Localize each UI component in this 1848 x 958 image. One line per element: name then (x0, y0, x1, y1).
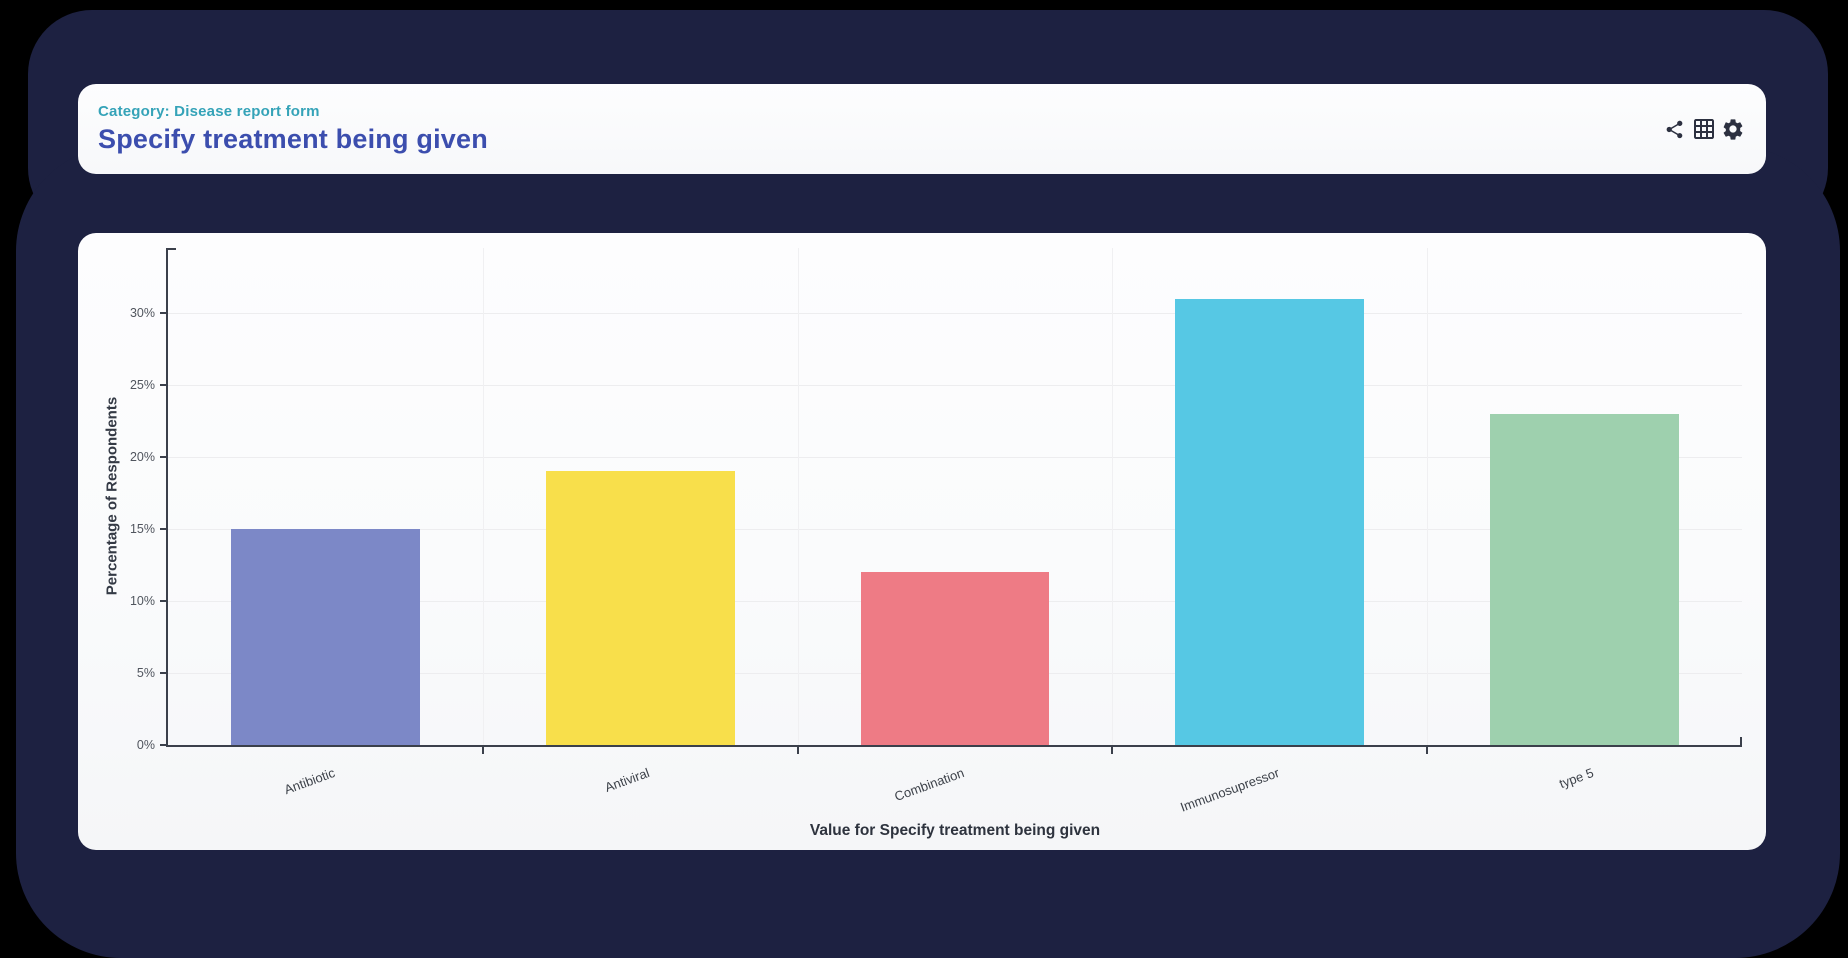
y-gridline (168, 385, 1742, 386)
y-axis-tick (160, 384, 168, 386)
y-axis-spine (166, 248, 168, 747)
page-title: Specify treatment being given (98, 124, 488, 154)
y-tick-label: 30% (129, 306, 155, 320)
x-axis-title: Value for Specify treatment being given (809, 822, 1101, 839)
x-tick-label: Immunosupressor (1178, 765, 1281, 815)
table-icon[interactable] (1690, 116, 1717, 143)
x-gridline (797, 248, 799, 745)
y-tick-label: 0% (136, 738, 155, 752)
y-tick-label: 5% (136, 666, 155, 680)
y-tick-label: 20% (129, 450, 155, 464)
y-axis-title: Percentage of Respondents (103, 396, 121, 596)
x-axis-tick (481, 747, 484, 754)
settings-icon[interactable] (1719, 116, 1746, 143)
chart-card: 0% 5% 10% 15% 20% 25% 30% Antibiotic Antiviral Co… (78, 233, 1766, 850)
x-tick-label: Antibiotic (281, 765, 337, 798)
y-axis-tick (160, 456, 168, 458)
y-gridline (168, 313, 1742, 314)
y-tick-label: 25% (129, 378, 155, 392)
y-gridline (168, 529, 1742, 530)
share-icon[interactable] (1661, 116, 1688, 143)
bar-type-5[interactable] (1490, 413, 1680, 745)
x-axis-spine (166, 745, 1742, 747)
x-axis-end-cap (1740, 737, 1742, 745)
bar-combination[interactable] (860, 572, 1050, 745)
x-tick-label: type 5 (1557, 765, 1596, 792)
bar-immunosupressor[interactable] (1175, 298, 1365, 745)
x-axis-tick (1426, 747, 1429, 754)
y-axis-tick (160, 312, 168, 314)
x-gridline (1427, 248, 1429, 745)
x-axis-tick (796, 747, 799, 754)
x-tick-label: Combination (892, 765, 967, 805)
question-header-text: Category: Disease report form Specify tr… (98, 103, 488, 155)
y-axis-tick (160, 672, 168, 674)
bar-antiviral[interactable] (545, 471, 735, 745)
x-gridline (482, 248, 484, 745)
bar-antibiotic[interactable] (230, 529, 420, 745)
y-axis-top-cap (168, 248, 176, 250)
y-tick-label: 10% (129, 594, 155, 608)
question-header-card: Category: Disease report form Specify tr… (78, 84, 1766, 174)
header-toolbar (1661, 116, 1746, 143)
y-axis-tick (160, 600, 168, 602)
y-tick-label: 15% (129, 522, 155, 536)
y-axis-tick (160, 744, 168, 746)
y-gridline (168, 457, 1742, 458)
category-label: Category: Disease report form (98, 103, 320, 120)
x-tick-label: Antiviral (602, 765, 652, 795)
y-axis-tick (160, 528, 168, 530)
x-axis-tick (1111, 747, 1114, 754)
x-gridline (1112, 248, 1114, 745)
